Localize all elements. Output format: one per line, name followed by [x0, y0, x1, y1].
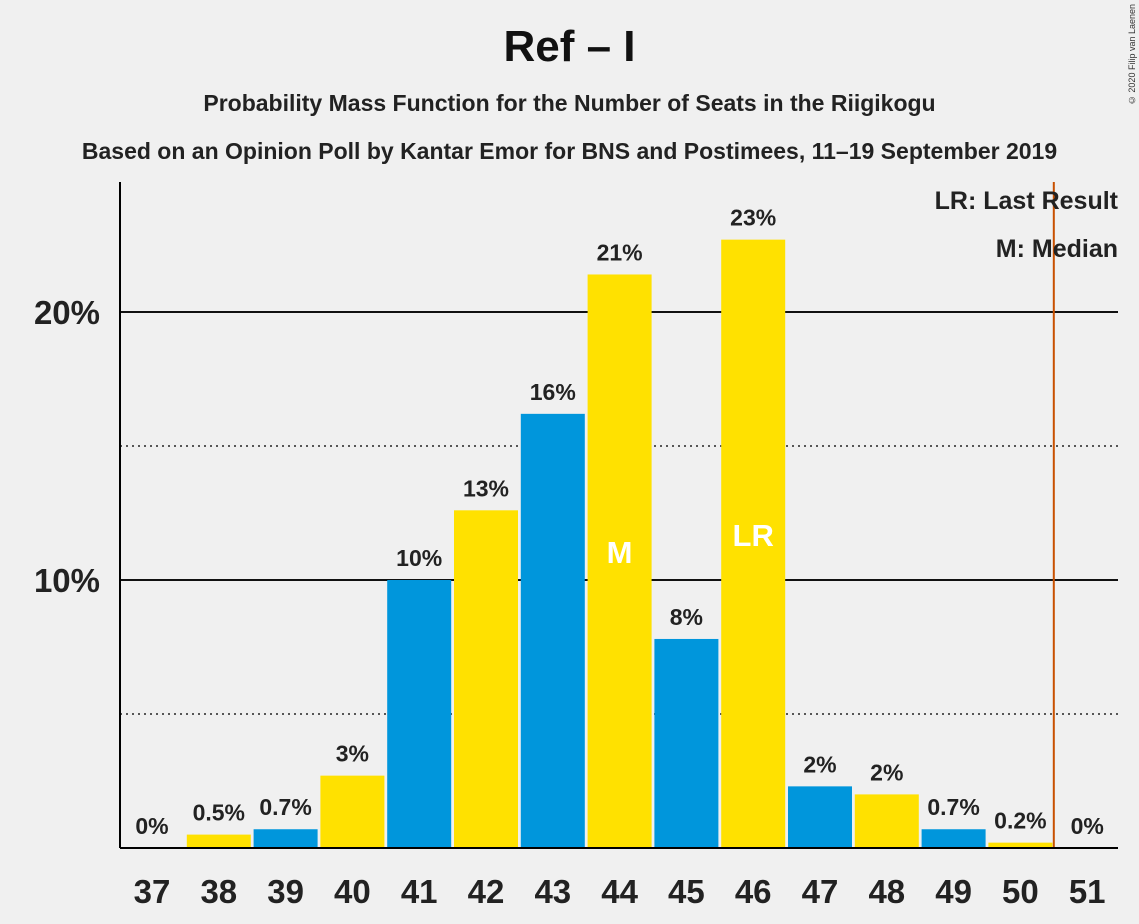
bar-value-label: 0.7%	[259, 794, 311, 820]
bar-value-label: 0.2%	[994, 808, 1046, 834]
median-marker: M	[607, 535, 633, 570]
bar-41	[387, 580, 452, 848]
bar-value-label: 23%	[730, 205, 776, 231]
bar-50	[988, 842, 1053, 848]
bar-40	[320, 775, 385, 848]
y-tick-label: 20%	[34, 294, 100, 331]
bar-42	[454, 510, 518, 848]
bar-value-label: 0%	[1071, 813, 1104, 839]
bar-labels-group: 0% 0.5% 0.7% 3% 10% 13% 16% 21% M 8% 23% LR 2% 2% 0.7%…	[135, 205, 1103, 839]
chart-title: Ref – I	[503, 22, 636, 71]
x-tick-label: 42	[468, 873, 505, 910]
bar-value-label: 0%	[135, 813, 168, 839]
legend-median: M: Median	[996, 235, 1118, 263]
x-tick-label: 49	[935, 873, 972, 910]
y-tick-label: 10%	[34, 562, 100, 599]
bar-value-label: 8%	[670, 604, 703, 630]
bars-group	[186, 239, 1053, 849]
bar-48	[854, 794, 919, 848]
x-tick-label: 43	[534, 873, 571, 910]
bar-45	[654, 638, 719, 848]
x-tick-label: 45	[668, 873, 705, 910]
bar-value-label: 16%	[530, 379, 576, 405]
last-result-marker: LR	[733, 518, 774, 553]
bar-value-label: 3%	[336, 741, 369, 767]
x-tick-label: 47	[802, 873, 839, 910]
bar-value-label: 0.7%	[927, 794, 979, 820]
x-tick-label: 37	[134, 873, 171, 910]
bar-46	[721, 239, 786, 848]
x-tick-label: 38	[200, 873, 237, 910]
bar-value-label: 0.5%	[193, 800, 245, 826]
bar-47	[788, 786, 852, 848]
bar-38	[186, 834, 251, 848]
x-tick-label: 40	[334, 873, 371, 910]
x-tick-label: 51	[1069, 873, 1106, 910]
x-tick-label: 50	[1002, 873, 1039, 910]
bar-43	[520, 413, 585, 848]
bar-44	[587, 274, 652, 849]
x-tick-label: 44	[601, 873, 638, 910]
bar-39	[253, 829, 318, 848]
bar-value-label: 10%	[396, 545, 442, 571]
x-tick-label: 39	[267, 873, 304, 910]
legend-last-result: LR: Last Result	[935, 187, 1119, 215]
bar-value-label: 2%	[803, 751, 836, 777]
axes-group: 10% 20% 37 38 39 40 41 42 43 44 45 46 47 48 49 50 51	[34, 182, 1118, 910]
bar-value-label: 2%	[870, 759, 903, 785]
x-tick-label: 46	[735, 873, 772, 910]
bar-49	[921, 829, 986, 848]
bar-value-label: 13%	[463, 475, 509, 501]
x-tick-label: 41	[401, 873, 438, 910]
x-tick-label: 48	[868, 873, 905, 910]
chart-subtitle: Probability Mass Function for the Number…	[203, 90, 936, 116]
chart-subtitle-poll: Based on an Opinion Poll by Kantar Emor …	[81, 138, 1058, 164]
bar-value-label: 21%	[597, 239, 643, 265]
